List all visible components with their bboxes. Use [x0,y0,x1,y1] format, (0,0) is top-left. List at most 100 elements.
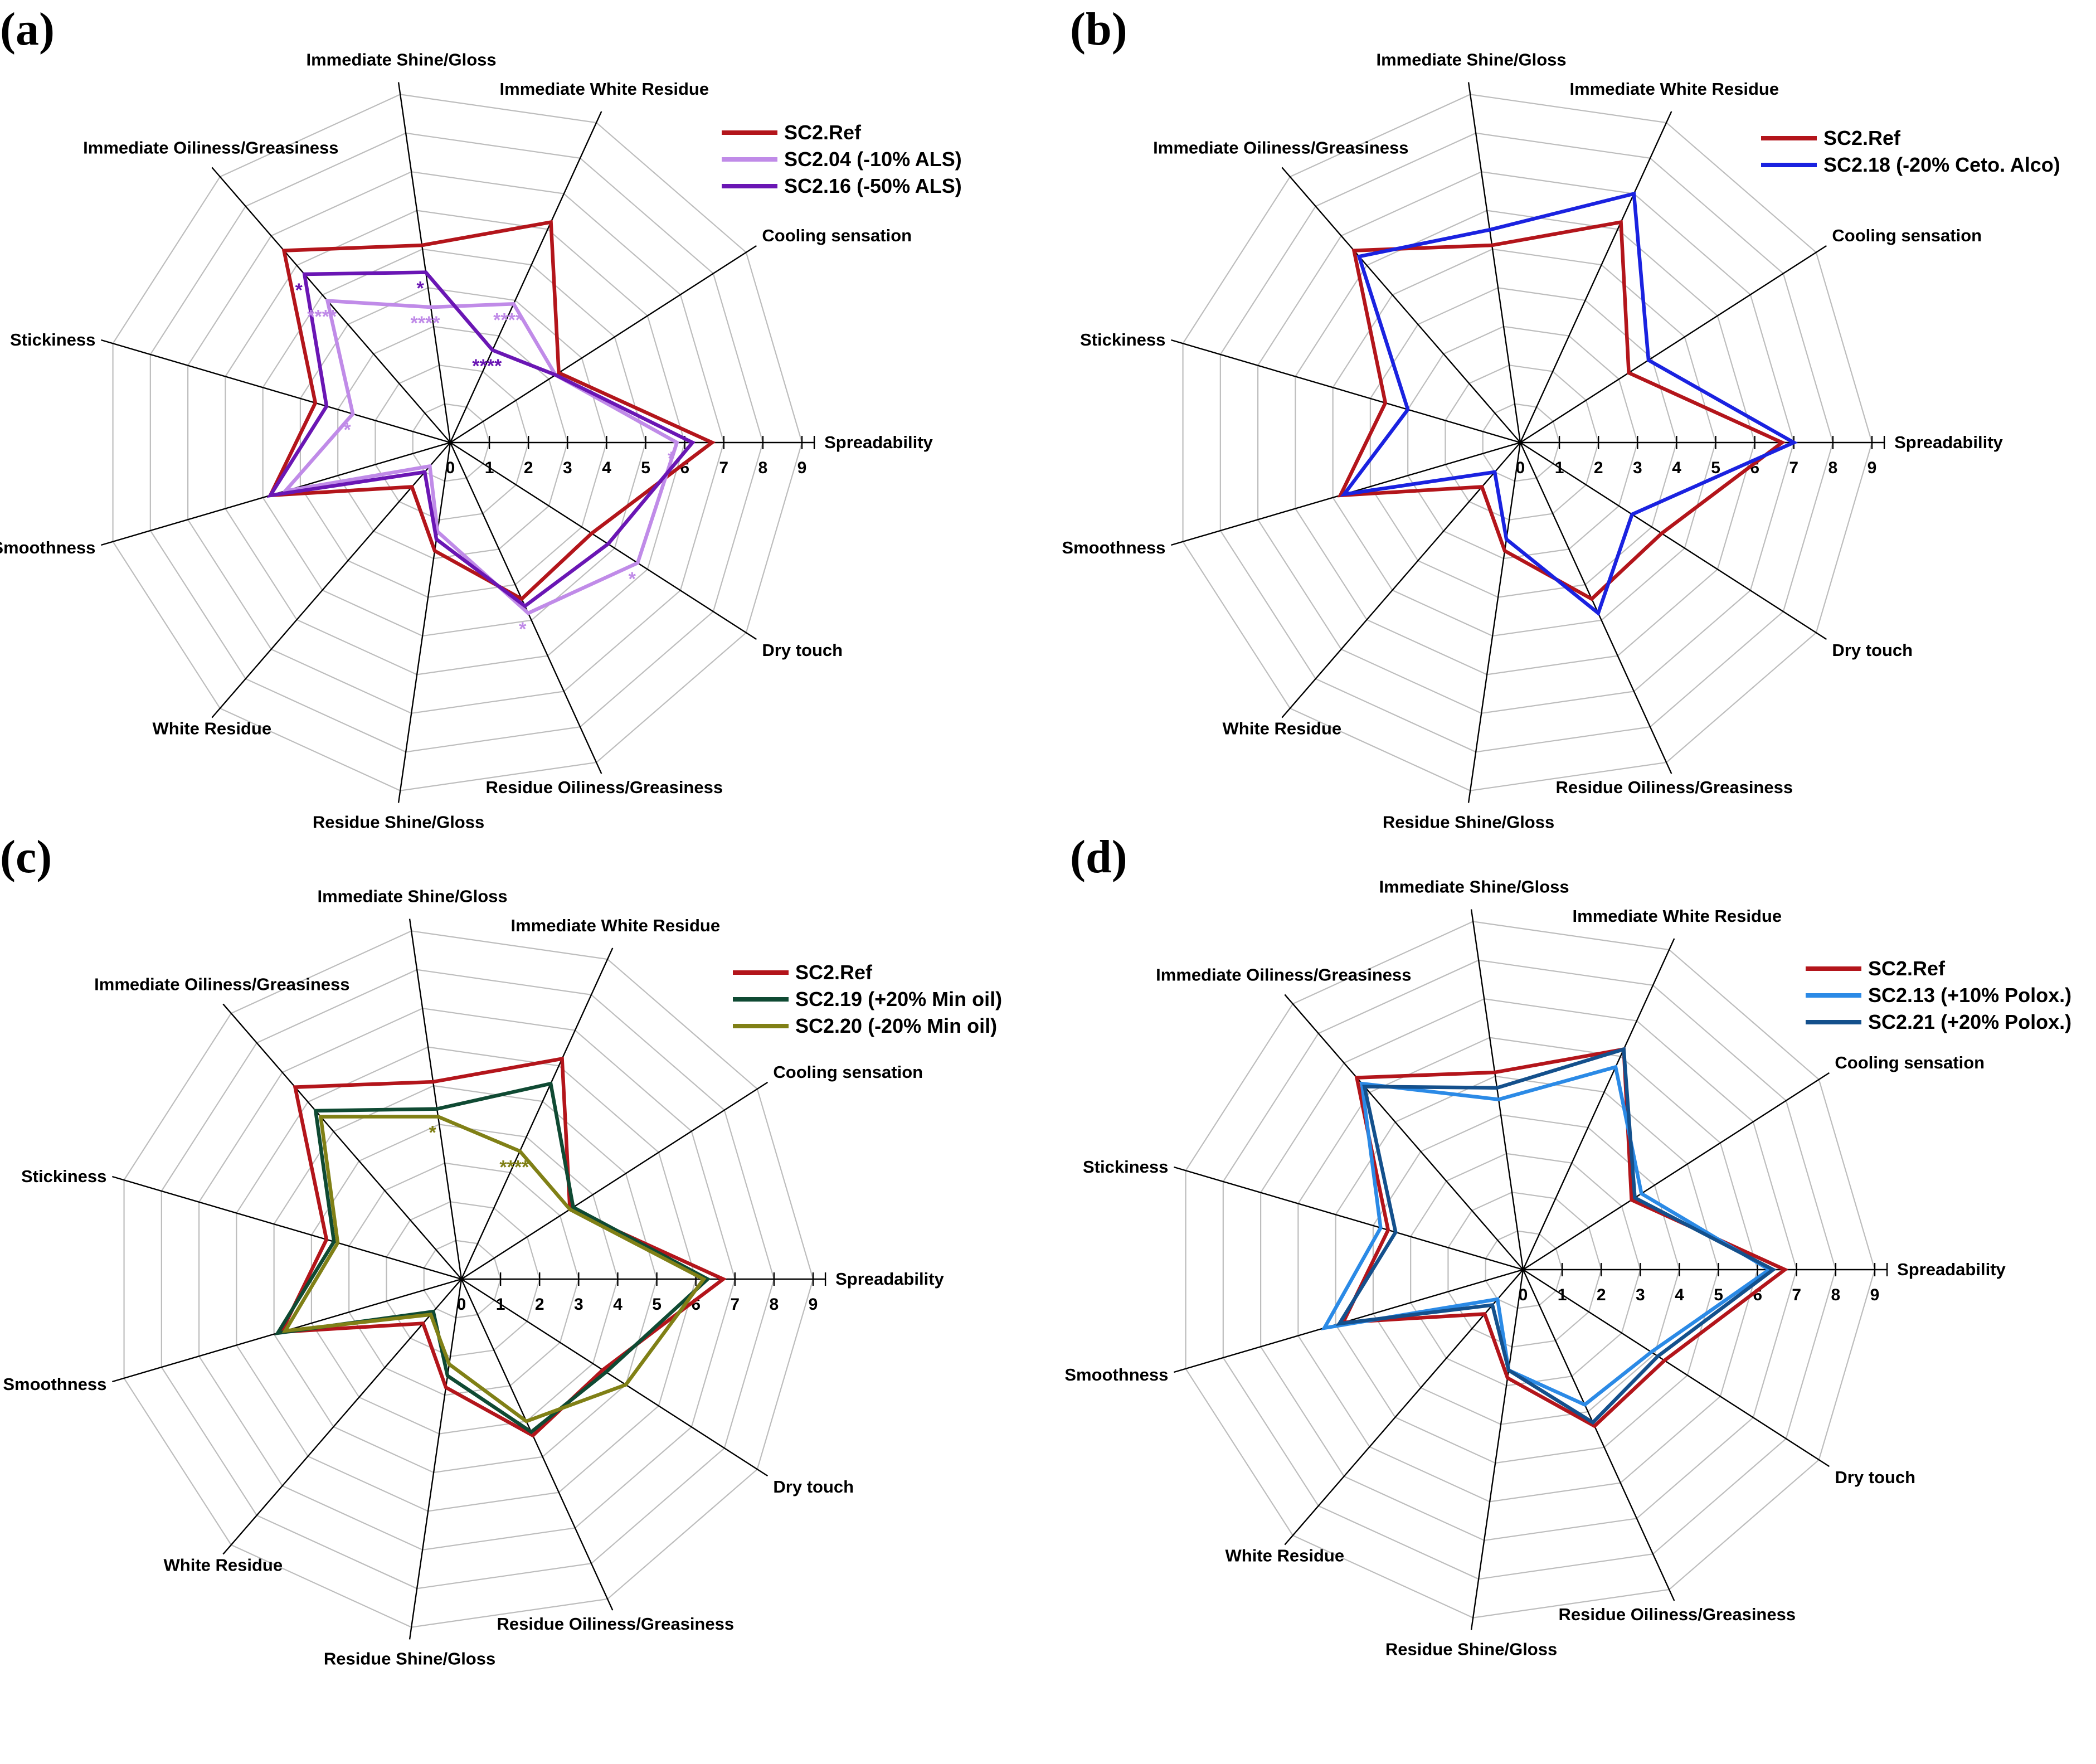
axis-label-smoothness: Smoothness [1062,538,1165,557]
tick-label: 8 [758,459,768,477]
tick-label: 3 [1633,459,1642,477]
grid-ring [1332,248,1716,637]
axis-label-immediate-white-residue: Immediate White Residue [1570,79,1779,99]
axis-line-stickiness [101,339,451,444]
tick-label: 4 [602,459,611,477]
grid [112,94,803,791]
grid-ring [1222,959,1837,1580]
axis-line-residue-shine-gloss [408,1279,463,1640]
legend-label: SC2.20 (-20% Min oil) [795,1014,997,1037]
tick-label: 5 [1711,459,1720,477]
tick-label: 5 [652,1295,662,1314]
axis-label-residue-shine-gloss: Residue Shine/Gloss [324,1649,495,1668]
axis-line-immediate-oiliness-greasiness [1284,994,1524,1270]
tick-label: 2 [1594,459,1603,477]
tick-label: 8 [1828,459,1838,477]
grid-ring [1447,1192,1602,1348]
axis-line-residue-oiliness-greasiness [449,442,602,774]
axis-label-residue-oiliness-greasiness: Residue Oiliness/Greasiness [1555,777,1793,797]
axis-line-immediate-shine-gloss [397,82,451,443]
axis-line-immediate-oiliness-greasiness [211,167,451,443]
grid-ring [1407,325,1638,560]
grid-ring [1219,132,1834,753]
series-line-sc2-ref [267,220,716,601]
tick-label: 8 [1831,1286,1841,1304]
axes [1171,82,1885,803]
legend: SC2.Ref SC2.04 (-10% ALS) SC2.16 (-50% ALS… [722,121,962,197]
axis-label-immediate-oiliness-greasiness: Immediate Oiliness/Greasiness [1156,965,1411,984]
legend: SC2.Ref SC2.13 (+10% Polox.) SC2.21 (+20% … [1806,957,2071,1033]
axis-label-immediate-white-residue: Immediate White Residue [1573,906,1782,926]
axis-labels: Spreadability Cooling sensation Immediate … [1064,877,2006,1659]
legend-label: SC2.19 (+20% Min oil) [795,988,1002,1010]
axes [112,919,826,1640]
legend-label: SC2.21 (+20% Polox.) [1868,1010,2071,1033]
grid [1182,94,1873,791]
legend-label: SC2.16 (-50% ALS) [784,174,962,197]
axis-line-immediate-white-residue [1519,111,1672,443]
axis-line-immediate-white-residue [460,947,614,1280]
axis-label-immediate-shine-gloss: Immediate Shine/Gloss [1379,877,1569,897]
significance-group: ********************** [295,278,675,640]
significance-mark: * [668,448,675,469]
tick-label: 3 [563,459,572,477]
axis-line-immediate-white-residue [449,111,602,443]
tick-label: 4 [1672,459,1681,477]
series-line-sc2-16-50-als [266,270,696,609]
axis-line-stickiness [112,1175,462,1280]
axes [101,82,815,803]
grid-ring [386,1201,541,1357]
grid-ring [1445,365,1599,521]
significance-mark: * [519,619,527,640]
axis-line-cooling-sensation [1520,245,1827,444]
grid-ring [1297,1037,1758,1503]
axis-line-residue-shine-gloss [1467,442,1521,803]
significance-mark: * [416,278,424,299]
grid-ring [149,132,764,753]
axis-label-white-residue: White Residue [164,1556,283,1575]
axis-label-immediate-shine-gloss: Immediate Shine/Gloss [1377,50,1567,70]
axis-line-residue-oiliness-greasiness [1519,442,1672,774]
legend-label: SC2.Ref [1868,957,1946,980]
tick-label: 4 [1675,1286,1684,1304]
tick-label: 7 [1792,1286,1801,1304]
axis-label-cooling-sensation: Cooling sensation [762,226,912,245]
tick-label: 9 [809,1295,818,1314]
tick-label: 1 [496,1295,505,1314]
axis-label-cooling-sensation: Cooling sensation [773,1062,923,1082]
legend-label: SC2.18 (-20% Ceto. Alco) [1823,153,2060,176]
grid-ring [337,325,568,560]
axis-label-residue-shine-gloss: Residue Shine/Gloss [1385,1639,1557,1659]
tick-label: 7 [730,1295,740,1314]
axis-label-residue-oiliness-greasiness: Residue Oiliness/Greasiness [497,1614,734,1634]
tick-label: 0 [1516,459,1525,477]
legend: SC2.Ref SC2.19 (+20% Min oil) SC2.20 (-20%… [733,961,1002,1037]
axis-label-dry-touch: Dry touch [773,1477,854,1496]
grid-ring [1485,1230,1563,1309]
axis-label-cooling-sensation: Cooling sensation [1835,1053,1985,1072]
tick-label: 3 [1636,1286,1645,1304]
axis-label-cooling-sensation: Cooling sensation [1832,226,1982,245]
tick-label: 2 [524,459,533,477]
significance-group: ***** [429,1122,529,1178]
axis-label-dry-touch: Dry touch [1835,1467,1915,1487]
axis-label-stickiness: Stickiness [21,1167,106,1186]
significance-mark: * [295,280,303,301]
grid-ring [225,210,685,676]
legend-label: SC2.Ref [784,121,862,144]
grid-ring [1295,210,1755,676]
panel-label: (a) [0,3,55,55]
axis-line-cooling-sensation [450,245,757,444]
axis-line-cooling-sensation [1523,1072,1830,1271]
grid-ring [299,287,607,598]
legend: SC2.Ref SC2.18 (-20% Ceto. Alco) [1761,127,2060,176]
axis-line-residue-oiliness-greasiness [1522,1269,1675,1601]
axis-label-immediate-shine-gloss: Immediate Shine/Gloss [307,50,497,70]
significance-mark: * [343,420,351,441]
tick-label: 2 [1597,1286,1606,1304]
